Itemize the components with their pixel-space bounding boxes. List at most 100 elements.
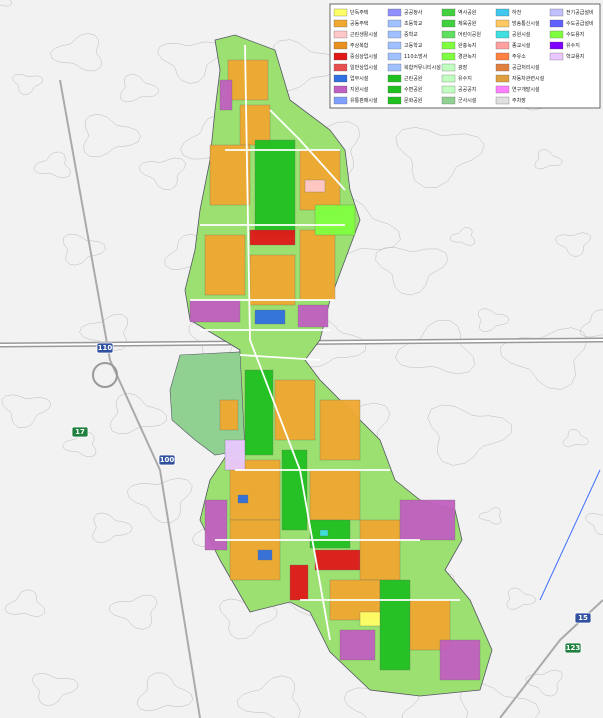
contour [136,672,194,712]
contour [126,477,193,523]
legend-swatch [495,63,510,72]
contour [585,513,603,535]
road-shields: 110 100 15 17 123 [71,342,592,654]
parcel [239,104,271,146]
legend-label: 수도용지 [566,31,584,38]
legend-label: 문화공원 [404,97,423,104]
legend-swatch [387,74,402,83]
legend-label: 경관녹지 [458,53,476,60]
contour [138,157,186,190]
legend-swatch [387,63,402,72]
legend-swatch [441,19,456,28]
parcel [359,519,401,581]
legend-label: 하천 [512,9,522,16]
parcel [254,309,286,325]
parcel [439,639,481,681]
contour [83,114,141,158]
legend-swatch [333,30,348,39]
parcel [289,564,309,601]
legend-swatch [549,41,564,50]
contour [478,308,510,333]
legend-label: 유통판매시설 [350,97,378,104]
legend-swatch [495,52,510,61]
contour [460,683,540,718]
legend-swatch [441,74,456,83]
legend-label: 수변공원 [404,86,423,93]
parcel [244,369,274,456]
contour [579,309,603,338]
legend-swatch [495,41,510,50]
parcel [219,79,233,111]
legend-label: 110소방서 [404,53,427,60]
legend-swatch [387,85,402,94]
contour [525,669,563,697]
legend-swatch [441,8,456,17]
legend-swatch [495,8,510,17]
legend-label: 공원시설 [512,31,531,38]
parcel [249,254,296,306]
contour [534,149,563,170]
contour [427,404,512,466]
road-shield [96,342,114,354]
parcel [319,399,361,461]
legend-swatch [495,30,510,39]
contour [478,507,502,525]
legend-label: 수도공급설비 [566,20,594,27]
railway [539,469,601,601]
legend-swatch [387,30,402,39]
legend-swatch [387,52,402,61]
parcel [379,579,411,671]
parcel [314,549,361,571]
road-shield [564,642,582,654]
legend-swatch [333,41,348,50]
contour [395,319,476,375]
parcel [204,234,246,296]
contour [555,232,591,257]
legend-swatch [387,96,402,105]
contour [500,327,588,390]
parcel [204,499,228,551]
legend-label: 복합커뮤니티시설 [404,64,441,71]
parcel [274,379,316,441]
legend-label: 어린이공원 [458,31,481,38]
legend-swatch [333,74,348,83]
road-shield-label: 15 [578,614,588,622]
contour [92,512,133,543]
legend-swatch [441,96,456,105]
contour [562,428,589,447]
parcel [399,499,456,541]
parcel [189,299,241,323]
contour [4,589,46,617]
parcel [237,494,249,504]
parcel [319,529,329,537]
legend-swatch [441,30,456,39]
road-shield-label: 123 [566,644,581,652]
street [269,109,346,191]
contour [33,151,71,179]
legend-swatch [549,19,564,28]
legend-label: 종교시설 [512,42,531,49]
legend-label: 전기공급설비 [566,9,594,16]
parcel [209,144,251,206]
street [239,354,321,361]
legend-swatch [441,41,456,50]
contour [12,73,44,95]
legend-label: 중심상업시설 [350,53,378,60]
contour [506,587,537,610]
legend-label: 공공공지 [458,86,476,93]
parcel [309,469,361,521]
contour [109,392,167,435]
legend-swatch [333,19,348,28]
legend-label: 주상복합 [350,42,369,49]
legend-swatch [549,52,564,61]
legend-swatch [387,8,402,17]
legend-label: 공동주택 [350,20,369,27]
parcel [227,59,269,101]
legend-label: 체육공원 [458,20,477,27]
road-shield-label: 17 [75,428,85,436]
contour [50,33,102,72]
legend-label: 근린공원 [404,75,423,82]
parcel [249,229,296,246]
legend-label: 주차장 [512,97,526,104]
